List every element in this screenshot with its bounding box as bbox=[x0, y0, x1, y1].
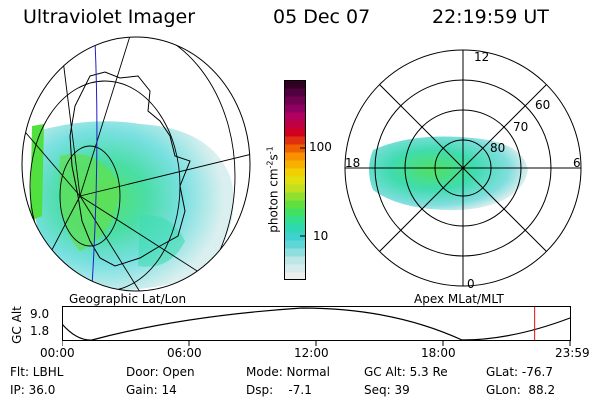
colorbar-swatch bbox=[284, 80, 306, 89]
colorbar-swatch bbox=[284, 208, 306, 217]
colorbar-swatch bbox=[284, 200, 306, 209]
timeline-axis-title: GC Alt bbox=[10, 306, 24, 344]
colorbar bbox=[284, 80, 306, 280]
colorbar-swatch bbox=[284, 224, 306, 233]
left-panel-caption: Geographic Lat/Lon bbox=[69, 292, 187, 306]
timeline-tick-2359: 23:59 bbox=[555, 346, 590, 360]
colorbar-tick-10: 10 bbox=[313, 229, 329, 243]
colorbar-swatch bbox=[284, 240, 306, 249]
timeline-tick-0000: 00:00 bbox=[40, 346, 75, 360]
mode-readout: Mode: Normal bbox=[246, 365, 330, 379]
unit-base: photon cm bbox=[266, 168, 281, 233]
ip-readout: IP: 36.0 bbox=[10, 383, 56, 397]
mlt-label-18: 18 bbox=[345, 156, 360, 170]
image-time: 22:19:59 UT bbox=[432, 6, 549, 28]
timeline-tick-0600: 06:00 bbox=[167, 346, 202, 360]
colorbar-swatch bbox=[284, 136, 306, 145]
colorbar-swatch bbox=[284, 144, 306, 153]
altitude-curve bbox=[62, 307, 571, 341]
polar-mlat-mlt-panel: 12 0 18 6 60 70 80 bbox=[344, 49, 582, 291]
glat-readout: GLat: -76.7 bbox=[486, 365, 553, 379]
colorbar-swatch bbox=[284, 264, 306, 273]
door-readout: Door: Open bbox=[126, 365, 195, 379]
colorbar-unit-label: photon cm-2s-1 bbox=[266, 130, 281, 250]
colorbar-frame bbox=[284, 80, 306, 280]
geographic-image-panel bbox=[21, 36, 251, 292]
colorbar-swatch bbox=[284, 216, 306, 225]
bright-limb-strip bbox=[30, 124, 44, 221]
colorbar-tick-100: 100 bbox=[309, 140, 332, 154]
mlt-label-6: 6 bbox=[573, 156, 581, 170]
colorbar-swatch bbox=[284, 184, 306, 193]
colorbar-swatch bbox=[284, 248, 306, 257]
mlat-label-70: 70 bbox=[513, 120, 528, 134]
instrument-title: Ultraviolet Imager bbox=[23, 6, 196, 28]
timeline-frame bbox=[62, 306, 571, 341]
timeline-y-min: 1.8 bbox=[30, 324, 50, 338]
colorbar-swatch bbox=[284, 104, 306, 113]
colorbar-swatch bbox=[284, 168, 306, 177]
timeline-tick-1200: 12:00 bbox=[294, 346, 329, 360]
gc-alt-readout: GC Alt: 5.3 Re bbox=[364, 365, 448, 379]
colorbar-swatch bbox=[284, 176, 306, 185]
colorbar-swatch bbox=[284, 112, 306, 121]
image-date: 05 Dec 07 bbox=[273, 6, 371, 28]
right-panel-caption: Apex MLat/MLT bbox=[414, 292, 504, 306]
coastline bbox=[69, 71, 191, 267]
unit-exponent: -2 bbox=[265, 160, 275, 169]
unit-s: s bbox=[266, 154, 281, 161]
altitude-timeline bbox=[62, 306, 571, 346]
timeline-tick-1800: 18:00 bbox=[421, 346, 456, 360]
seq-readout: Seq: 39 bbox=[364, 383, 410, 397]
mlt-label-0: 0 bbox=[467, 277, 475, 291]
colorbar-swatch bbox=[284, 96, 306, 105]
filter-readout: Flt: LBHL bbox=[10, 365, 64, 379]
timeline-y-max: 9.0 bbox=[30, 307, 50, 321]
polar-grid bbox=[344, 49, 582, 287]
colorbar-swatch bbox=[284, 272, 306, 280]
colorbar-swatch bbox=[284, 120, 306, 129]
colorbar-swatch bbox=[284, 256, 306, 265]
glon-readout: GLon: 88.2 bbox=[486, 383, 556, 397]
colorbar-swatch bbox=[284, 232, 306, 241]
terminator-line bbox=[91, 40, 98, 287]
colorbar-swatch bbox=[284, 128, 306, 137]
gain-readout: Gain: 14 bbox=[126, 383, 177, 397]
unit-exponent: -1 bbox=[265, 146, 275, 155]
dsp-readout: Dsp: -7.1 bbox=[246, 383, 312, 397]
mlat-label-60: 60 bbox=[535, 98, 550, 112]
colorbar-swatch bbox=[284, 152, 306, 161]
colorbar-swatch bbox=[284, 88, 306, 97]
mlt-label-12: 12 bbox=[474, 50, 489, 64]
colorbar-swatch bbox=[284, 160, 306, 169]
mlat-label-80: 80 bbox=[490, 141, 505, 155]
colorbar-swatch bbox=[284, 192, 306, 201]
timeline-ticks bbox=[62, 340, 571, 346]
